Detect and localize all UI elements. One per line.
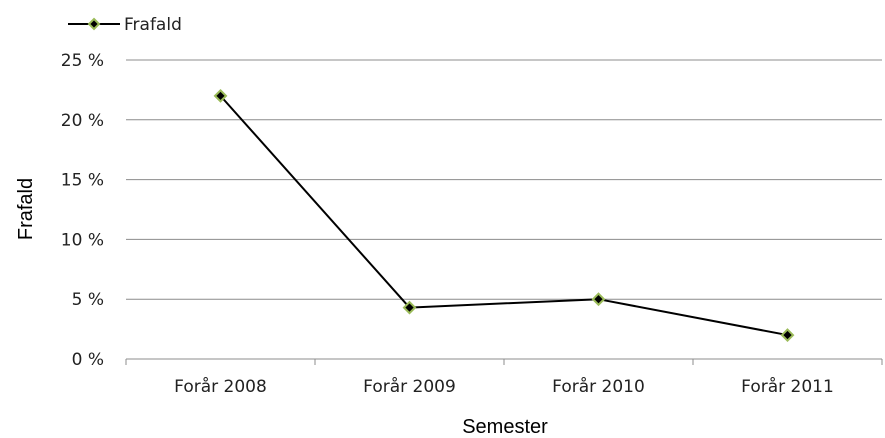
series-frafald <box>213 88 795 342</box>
gridlines <box>126 59 882 300</box>
x-axis-ticks: Forår 2008 Forår 2009 Forår 2010 Forår 2011 <box>125 359 883 397</box>
legend: Frafald <box>68 15 182 35</box>
data-point-marker <box>780 328 795 342</box>
data-point-marker <box>591 292 606 307</box>
y-tick-label: 0 % <box>72 350 104 370</box>
y-tick-label: 20 % <box>61 111 104 131</box>
x-tick-label: Forår 2010 <box>552 376 645 397</box>
x-tick-label: Forår 2011 <box>741 376 834 397</box>
x-axis-title: Semester <box>462 416 548 438</box>
y-tick-label: 10 % <box>61 230 104 250</box>
data-point-marker <box>402 300 417 315</box>
y-axis-title: Frafald <box>15 178 37 240</box>
y-tick-label: 25 % <box>61 51 104 71</box>
y-tick-label: 15 % <box>61 171 104 191</box>
x-tick-label: Forår 2008 <box>174 376 267 397</box>
legend-label-frafald: Frafald <box>124 15 182 35</box>
data-point-marker <box>213 88 228 103</box>
series-line <box>219 95 788 337</box>
y-tick-label: 5 % <box>72 290 104 310</box>
y-axis-ticks: 0 % 5 % 10 % 15 % 20 % 25 % <box>61 51 104 370</box>
x-tick-label: Forår 2009 <box>363 376 456 397</box>
legend-marker-diamond <box>87 17 101 31</box>
